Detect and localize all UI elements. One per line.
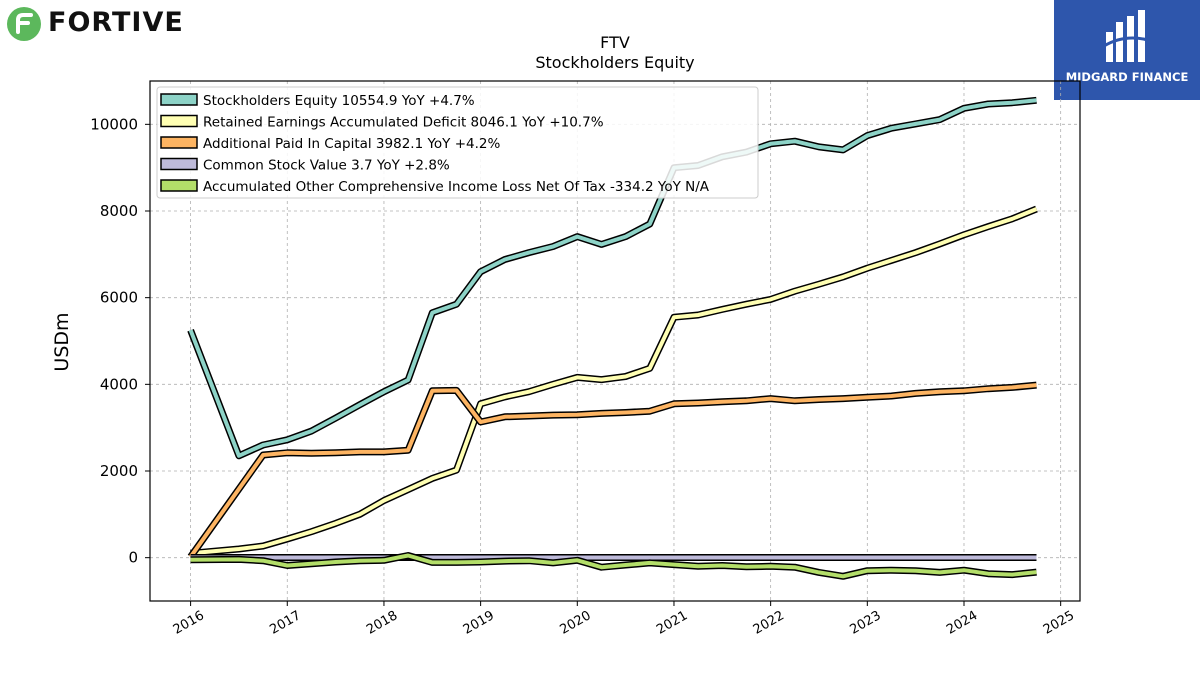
series-line-fill — [190, 207, 1038, 556]
x-tick-label: 2016 — [171, 608, 207, 638]
series-line — [187, 96, 1037, 460]
fortive-logo: FORTIVE — [4, 4, 204, 44]
series-layer — [187, 96, 1038, 580]
x-tick-label: 2021 — [654, 608, 690, 638]
y-tick-label: 10000 — [90, 115, 138, 133]
legend-entry: Accumulated Other Comprehensive Income L… — [203, 179, 710, 195]
series-line-fill — [190, 553, 1037, 579]
legend-entry: Additional Paid In Capital 3982.1 YoY +4… — [203, 136, 500, 152]
x-tick-label: 2022 — [751, 608, 787, 638]
series-line — [190, 552, 1037, 580]
y-tick-label: 2000 — [100, 462, 138, 480]
x-tick-label: 2023 — [847, 608, 883, 638]
x-tick-label: 2019 — [461, 608, 497, 638]
series-line-outline — [190, 205, 1038, 557]
midgard-logo-mark-icon — [1103, 10, 1149, 62]
series-line — [190, 205, 1038, 557]
y-tick-label: 4000 — [100, 375, 138, 393]
y-tick-label: 0 — [128, 549, 138, 567]
legend-swatch — [160, 136, 198, 149]
series-line-fill — [188, 98, 1037, 458]
x-tick-label: 2018 — [364, 608, 400, 638]
x-tick-label: 2024 — [944, 608, 980, 638]
x-tick-label: 2025 — [1041, 608, 1077, 638]
chart-subtitle: Stockholders Equity — [535, 53, 694, 72]
legend-swatch — [160, 179, 198, 192]
x-tick-label: 2020 — [557, 608, 593, 638]
legend-entry: Stockholders Equity 10554.9 YoY +4.7% — [203, 93, 475, 109]
series-line — [187, 381, 1037, 559]
y-tick-label: 6000 — [100, 289, 138, 307]
legend-entry: Retained Earnings Accumulated Deficit 80… — [203, 115, 604, 131]
x-tick-label: 2017 — [267, 608, 303, 638]
y-tick-label: 8000 — [100, 202, 138, 220]
y-axis-label: USDm — [51, 312, 73, 371]
midgard-finance-logo: MIDGARD FINANCE — [1054, 0, 1200, 100]
fortive-logo-mark-icon — [7, 7, 41, 41]
plot-frame — [149, 80, 1081, 602]
legend-swatch — [160, 114, 198, 128]
chart-title: FTV — [600, 33, 630, 52]
midgard-logo-text: MIDGARD FINANCE — [1065, 70, 1189, 84]
legend-entry: Common Stock Value 3.7 YoY +2.8% — [203, 158, 450, 174]
series-line-fill — [188, 383, 1037, 558]
legend-swatch — [160, 93, 198, 106]
legend: Stockholders Equity 10554.9 YoY +4.7% Ret… — [156, 86, 759, 199]
legend-swatch — [160, 157, 198, 171]
legend-box — [156, 86, 759, 199]
fortive-logo-text: FORTIVE — [48, 7, 184, 38]
